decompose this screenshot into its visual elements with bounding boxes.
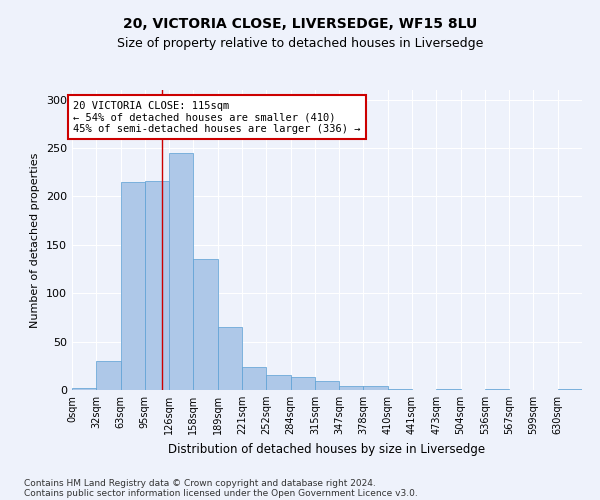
Bar <box>96 361 121 390</box>
Bar <box>364 386 388 390</box>
X-axis label: Distribution of detached houses by size in Liversedge: Distribution of detached houses by size … <box>169 442 485 456</box>
Bar <box>218 327 242 390</box>
Bar <box>266 374 290 390</box>
Bar <box>72 388 96 390</box>
Bar <box>121 182 145 390</box>
Text: Contains HM Land Registry data © Crown copyright and database right 2024.: Contains HM Land Registry data © Crown c… <box>24 478 376 488</box>
Bar <box>145 181 169 390</box>
Bar <box>169 153 193 390</box>
Text: 20 VICTORIA CLOSE: 115sqm
← 54% of detached houses are smaller (410)
45% of semi: 20 VICTORIA CLOSE: 115sqm ← 54% of detac… <box>73 100 361 134</box>
Bar <box>558 389 582 390</box>
Text: 20, VICTORIA CLOSE, LIVERSEDGE, WF15 8LU: 20, VICTORIA CLOSE, LIVERSEDGE, WF15 8LU <box>123 18 477 32</box>
Bar <box>242 367 266 390</box>
Bar <box>436 389 461 390</box>
Bar <box>315 382 339 390</box>
Text: Size of property relative to detached houses in Liversedge: Size of property relative to detached ho… <box>117 38 483 51</box>
Bar <box>339 386 364 390</box>
Text: Contains public sector information licensed under the Open Government Licence v3: Contains public sector information licen… <box>24 488 418 498</box>
Bar <box>290 378 315 390</box>
Bar <box>485 389 509 390</box>
Bar <box>388 389 412 390</box>
Y-axis label: Number of detached properties: Number of detached properties <box>31 152 40 328</box>
Bar <box>193 260 218 390</box>
